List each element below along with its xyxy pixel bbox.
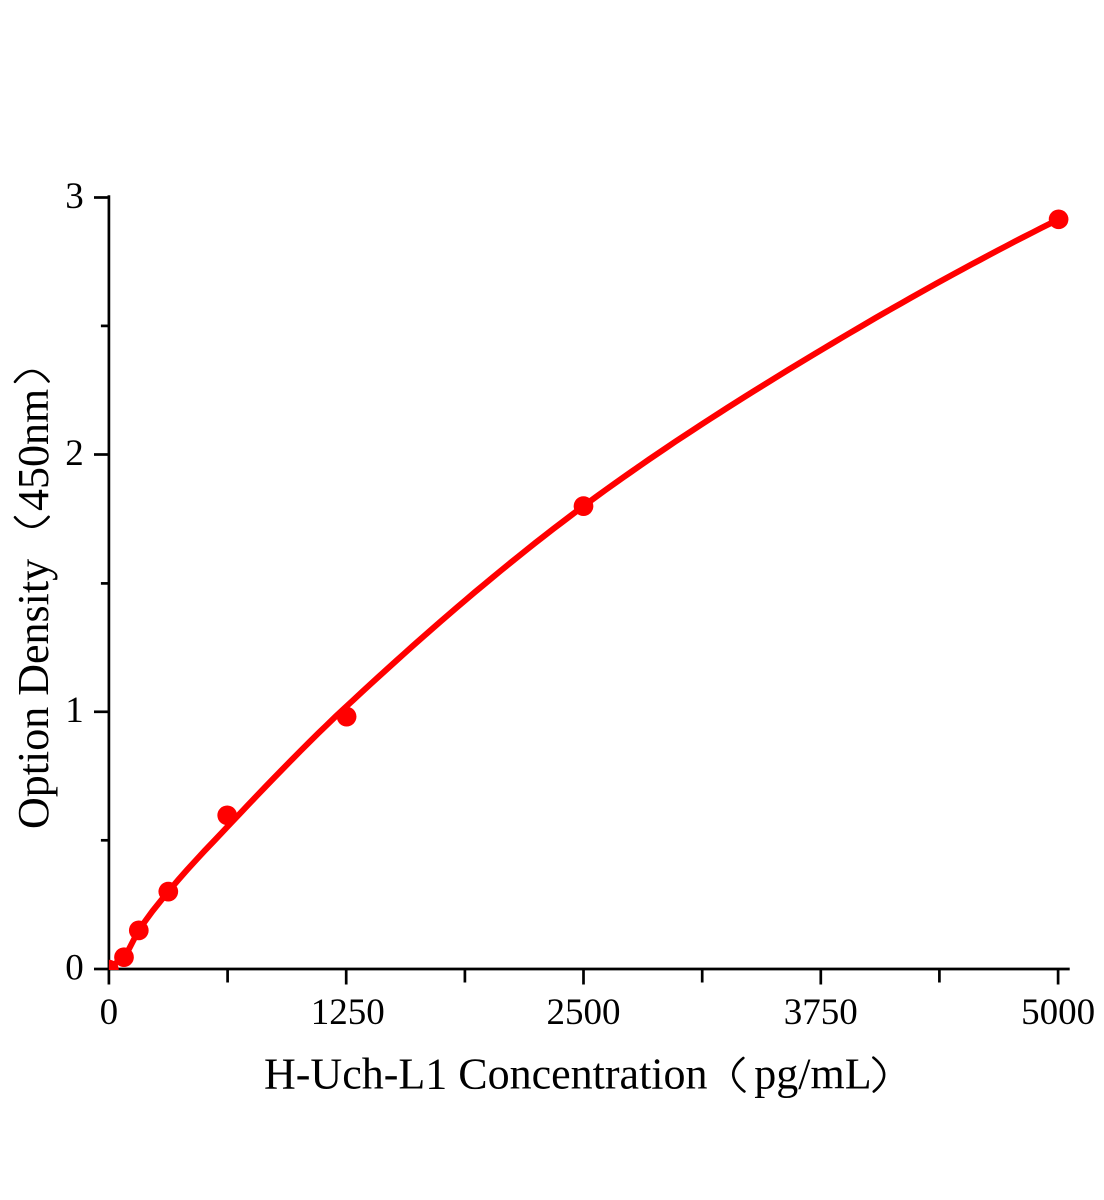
svg-text:0: 0 bbox=[65, 947, 84, 988]
svg-text:Option Density: Option Density bbox=[9, 559, 58, 829]
svg-text:pg/mL: pg/mL bbox=[754, 1050, 871, 1099]
svg-text:5000: 5000 bbox=[1021, 992, 1095, 1033]
svg-text:3750: 3750 bbox=[784, 992, 858, 1033]
svg-text:1250: 1250 bbox=[311, 992, 385, 1033]
svg-text:2500: 2500 bbox=[547, 992, 621, 1033]
svg-text:2: 2 bbox=[65, 433, 84, 474]
svg-text:0: 0 bbox=[100, 992, 119, 1033]
svg-text:1: 1 bbox=[65, 690, 84, 731]
svg-text:H-Uch-L1 Concentration: H-Uch-L1 Concentration bbox=[264, 1050, 708, 1099]
svg-text:3: 3 bbox=[65, 176, 84, 217]
svg-text:450nm: 450nm bbox=[9, 389, 58, 511]
